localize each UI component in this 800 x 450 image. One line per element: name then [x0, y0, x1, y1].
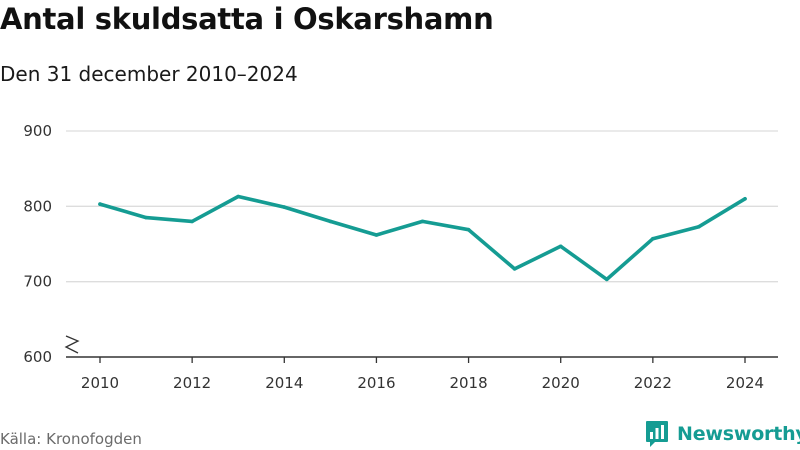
data-point-2022 [651, 236, 655, 241]
x-tick-label-2024: 2024 [726, 374, 764, 392]
brand-logo-link[interactable]: Newsworthy [645, 420, 800, 448]
bar-chart-speech-bubble-icon [646, 421, 668, 447]
data-point-2021 [604, 277, 609, 282]
data-point-2014 [282, 205, 287, 209]
x-tick-label-2022: 2022 [634, 374, 672, 392]
data-point-2024 [743, 197, 747, 201]
chart-title: Antal skuldsatta i Oskarshamn [0, 2, 494, 36]
x-axis [66, 356, 778, 363]
x-tick-label-2018: 2018 [449, 374, 487, 392]
data-point-2018 [466, 227, 471, 232]
data-point-2020 [558, 244, 563, 249]
y-tick-label-800: 800 [23, 197, 52, 215]
logo-bar-3 [661, 425, 664, 439]
x-tick-label-2014: 2014 [265, 374, 303, 392]
y-tick-label-700: 700 [23, 273, 52, 291]
y-tick-label-900: 900 [23, 122, 52, 140]
x-axis-tick-labels: 2010 2012 2014 2016 2018 2020 2022 2024 [81, 374, 764, 392]
data-point-2011 [144, 215, 148, 220]
data-point-2015 [328, 219, 333, 224]
source-note: Källa: Kronofogden [0, 430, 142, 448]
y-tick-label-600: 600 [23, 348, 52, 366]
x-tick-label-2010: 2010 [81, 374, 119, 392]
series-layer [98, 194, 747, 282]
brand-name: Newsworthy [677, 423, 800, 445]
data-point-2013 [236, 194, 241, 199]
data-point-2010 [98, 202, 102, 206]
series-line-0 [98, 194, 747, 282]
gridlines [66, 130, 778, 283]
data-point-2023 [697, 224, 701, 229]
data-point-2017 [420, 219, 425, 224]
data-point-2016 [374, 233, 379, 237]
logo-bar-2 [655, 428, 659, 439]
x-tick-label-2012: 2012 [173, 374, 211, 392]
x-tick-label-2016: 2016 [357, 374, 395, 392]
chart-subtitle: Den 31 december 2010–2024 [0, 62, 298, 86]
data-point-2012 [190, 219, 194, 224]
x-tick-label-2020: 2020 [542, 374, 580, 392]
y-axis-tick-labels: 600 700 800 900 [23, 122, 52, 366]
data-point-2019 [512, 267, 517, 271]
logo-bar-1 [650, 432, 653, 439]
axis-break-squiggle [64, 335, 80, 354]
y-axis-break-icon [64, 335, 80, 354]
